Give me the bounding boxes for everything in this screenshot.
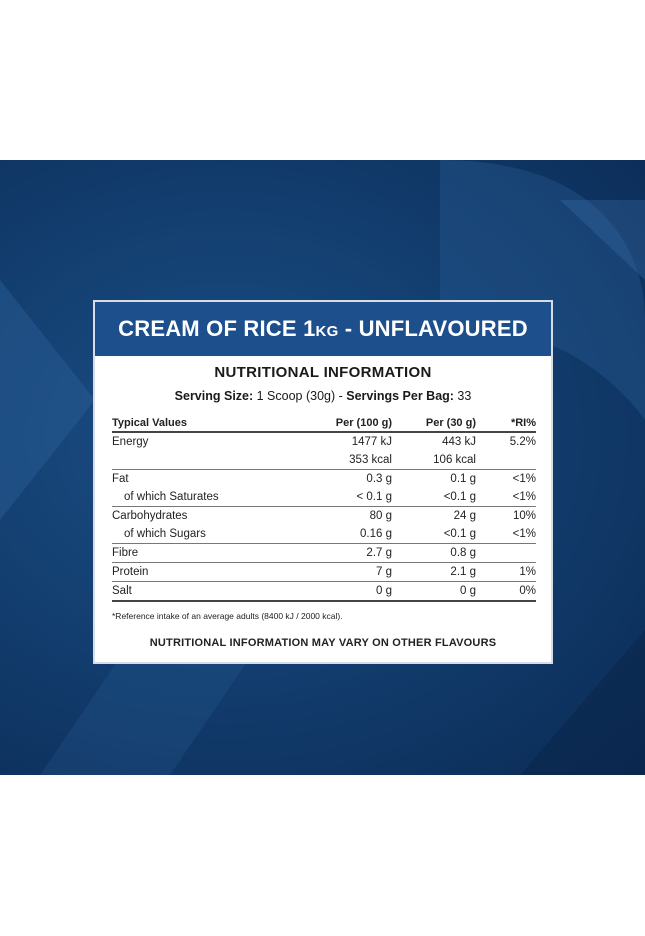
header-per-100g: Per (100 g) (302, 415, 392, 433)
row-per30: 0.1 g (450, 473, 476, 485)
row-per100: 0.16 g (302, 525, 392, 544)
row-ri (476, 543, 536, 563)
serving-info: Serving Size: 1 Scoop (30g) - Servings P… (95, 389, 551, 403)
table-row: Fat 0.3 g 0.1 g <1% (112, 470, 536, 489)
row-ri: 10% (512, 510, 536, 522)
row-per30: 2.1 g (392, 562, 476, 582)
row-per100: 80 g (369, 510, 392, 522)
label-header: CREAM OF RICE 1KG - UNFLAVOURED (95, 302, 551, 356)
row-per30: 24 g (453, 510, 476, 522)
title-rest: - UNFLAVOURED (338, 316, 528, 341)
table-row: Fibre 2.7 g 0.8 g (112, 543, 536, 563)
table-header-row: Typical Values Per (100 g) Per (30 g) *R… (112, 415, 536, 433)
nutrition-table: Typical Values Per (100 g) Per (30 g) *R… (112, 415, 536, 602)
row-name (112, 451, 302, 470)
row-name: Energy (112, 436, 149, 448)
row-name: Fat (112, 473, 129, 485)
row-per30: <0.1 g (392, 488, 476, 507)
product-title: CREAM OF RICE 1KG - UNFLAVOURED (118, 316, 528, 342)
row-name-text: of which Sugars (124, 528, 206, 540)
row-name: of which Saturates (112, 488, 302, 507)
row-ri (476, 451, 536, 470)
row-name: of which Sugars (112, 525, 302, 544)
row-per100: 1477 kJ (351, 436, 392, 448)
row-name: Carbohydrates (112, 510, 188, 522)
table-row: 353 kcal 106 kcal (112, 451, 536, 470)
nutrition-label: CREAM OF RICE 1KG - UNFLAVOURED NUTRITIO… (93, 300, 553, 664)
table-row: Energy 1477 kJ 443 kJ 5.2% (112, 432, 536, 451)
section-title: NUTRITIONAL INFORMATION (214, 364, 432, 381)
reference-note: *Reference intake of an average adults (… (112, 611, 343, 621)
row-per100: < 0.1 g (302, 488, 392, 507)
servings-per-bag-value: 33 (453, 389, 472, 403)
table-row: Protein 7 g 2.1 g 1% (112, 562, 536, 582)
header-ri: *RI% (476, 415, 536, 433)
row-per30: 443 kJ (442, 436, 476, 448)
servings-per-bag-label: Servings Per Bag: (346, 389, 454, 403)
header-per-30g: Per (30 g) (392, 415, 476, 433)
row-name-text: of which Saturates (124, 491, 219, 503)
title-main: CREAM OF RICE 1 (118, 316, 316, 341)
header-typical-values: Typical Values (112, 415, 302, 433)
row-per100: 0 g (302, 581, 392, 602)
row-per30: 106 kcal (392, 451, 476, 470)
row-ri: <1% (476, 488, 536, 507)
row-name: Protein (112, 562, 302, 582)
row-name: Salt (112, 581, 302, 602)
row-ri: <1% (512, 473, 536, 485)
row-per100: 0.3 g (366, 473, 392, 485)
row-per30: <0.1 g (392, 525, 476, 544)
title-unit: KG (315, 323, 339, 340)
row-ri: 0% (476, 581, 536, 602)
row-per100: 7 g (302, 562, 392, 582)
row-ri: 5.2% (509, 436, 536, 448)
row-per30: 0 g (392, 581, 476, 602)
row-ri: 1% (476, 562, 536, 582)
table-row: of which Sugars 0.16 g <0.1 g <1% (112, 525, 536, 544)
serving-size-label: Serving Size: (174, 389, 254, 403)
table-row: Carbohydrates 80 g 24 g 10% (112, 507, 536, 526)
serving-size-value: 1 Scoop (30g) - (253, 389, 347, 403)
table-row: of which Saturates < 0.1 g <0.1 g <1% (112, 488, 536, 507)
table-row: Salt 0 g 0 g 0% (112, 581, 536, 602)
row-per30: 0.8 g (392, 543, 476, 563)
row-ri: <1% (476, 525, 536, 544)
vary-note: NUTRITIONAL INFORMATION MAY VARY ON OTHE… (149, 637, 497, 649)
row-per100: 353 kcal (302, 451, 392, 470)
row-per100: 2.7 g (302, 543, 392, 563)
row-name: Fibre (112, 543, 302, 563)
